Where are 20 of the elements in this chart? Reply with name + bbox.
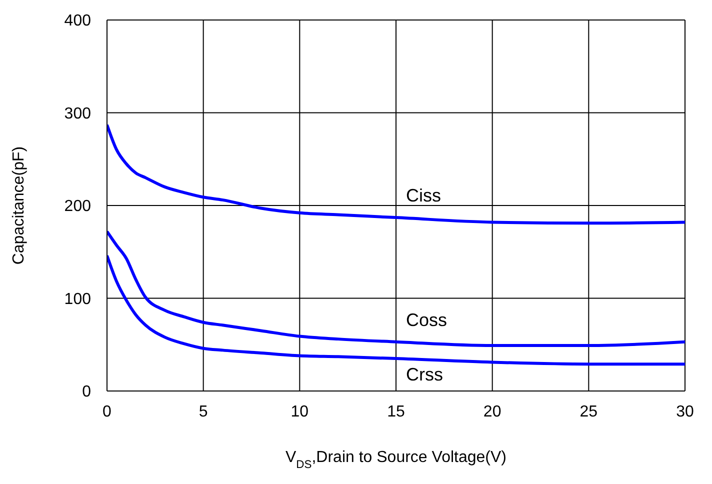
line-series	[107, 230, 685, 348]
y-tick-label: 400	[64, 12, 92, 30]
x-tick-label: 15	[387, 403, 405, 420]
x-axis-title: V$_{DS}$,Drain to Source Voltage(V)	[286, 449, 506, 471]
x-tick-label: 10	[290, 403, 309, 420]
series-label: Coss	[406, 310, 448, 330]
line-series	[107, 123, 685, 225]
y-tick-label: 0	[82, 384, 92, 401]
x-tick-label: 5	[198, 403, 208, 420]
series-label: Ciss	[406, 186, 441, 206]
line-series	[107, 254, 685, 366]
x-tick-label: 20	[483, 403, 502, 420]
y-axis-title: Capacitance(pF)	[10, 146, 28, 265]
y-tick-label: 100	[64, 290, 92, 308]
series-label: Crss	[406, 364, 443, 385]
x-tick-label: 25	[580, 403, 598, 420]
y-tick-label: 200	[64, 198, 92, 216]
x-tick-label: 30	[676, 403, 694, 420]
y-tick-label: 300	[64, 105, 92, 122]
x-tick-label: 0	[102, 403, 112, 420]
